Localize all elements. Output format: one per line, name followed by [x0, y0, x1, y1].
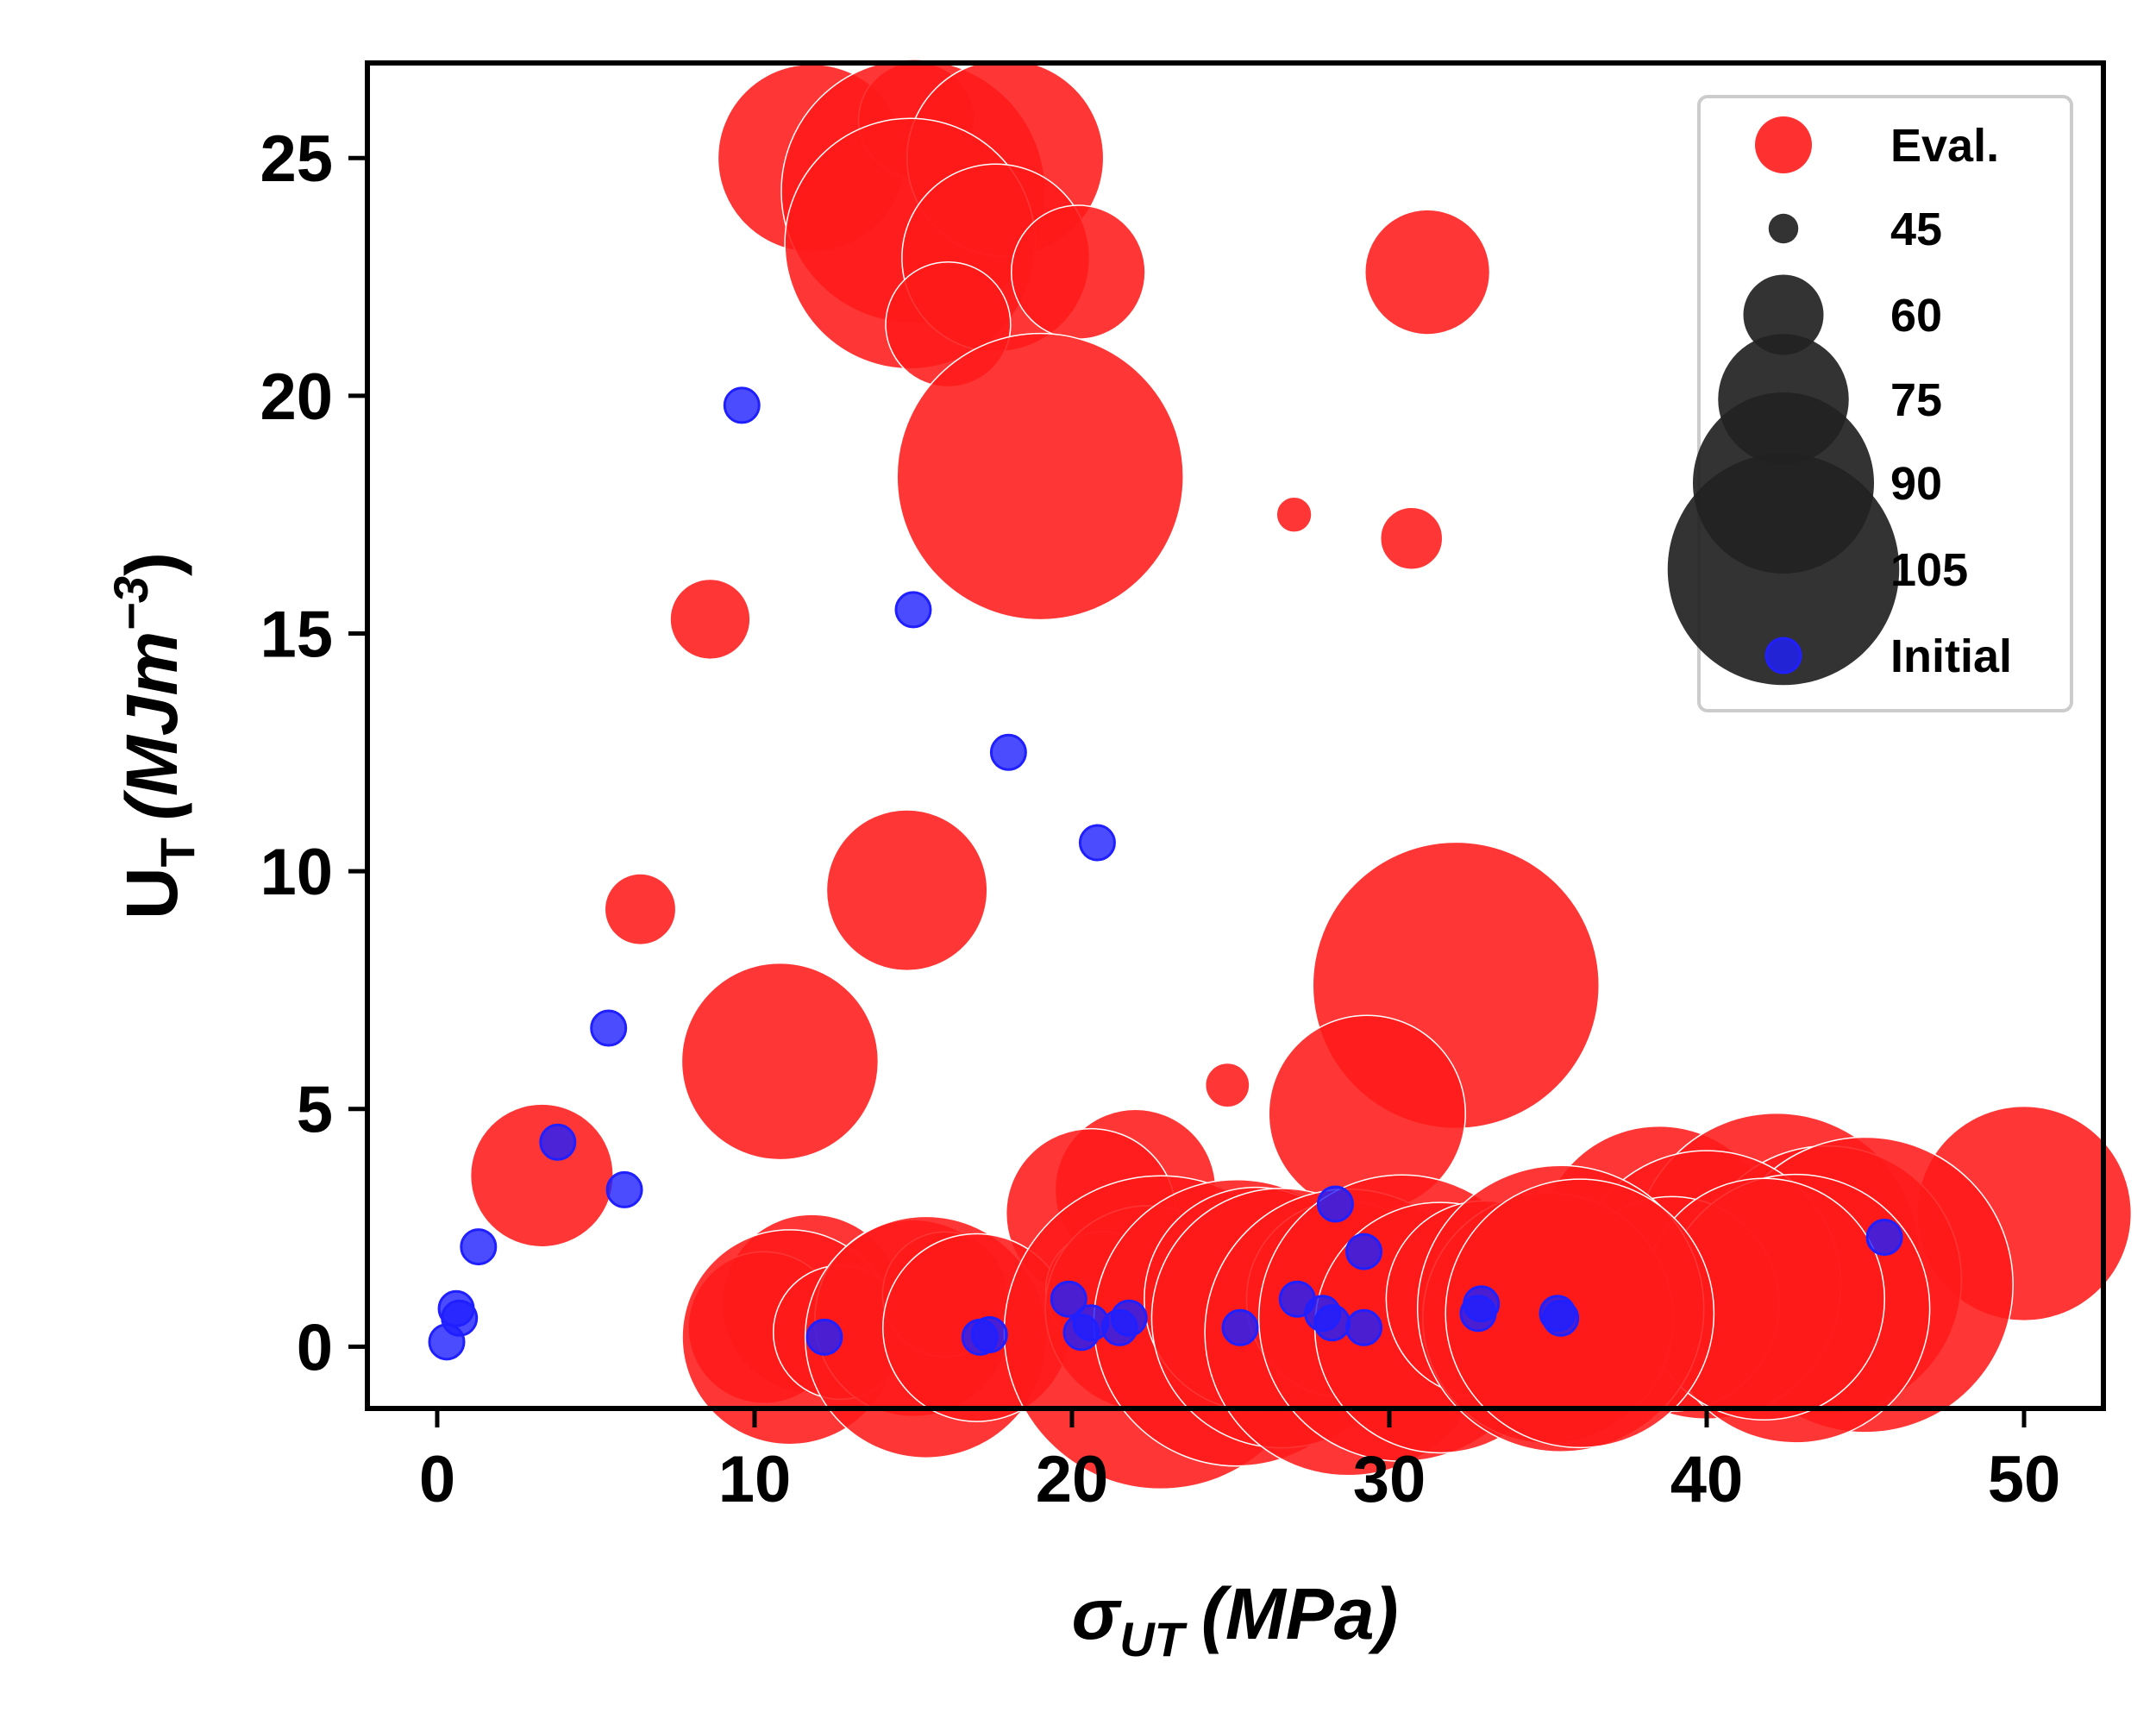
initial-point [805, 1318, 843, 1356]
initial-point [1313, 1304, 1351, 1342]
x-tick-label: 40 [1670, 1443, 1744, 1516]
initial-point [1221, 1308, 1259, 1346]
initial-point [1463, 1285, 1501, 1323]
legend: Eval. 45 60 75 90 105 Initial [1667, 95, 2073, 712]
y-axis-label-close: ) [111, 552, 192, 576]
initial-point [460, 1228, 498, 1266]
eval-point [1204, 1062, 1250, 1108]
y-axis-label-subscript: T [150, 837, 204, 867]
x-tick-label: 20 [1036, 1443, 1109, 1516]
data-layer [428, 59, 2133, 1490]
initial-point [1345, 1233, 1383, 1270]
plot-frame [365, 60, 2106, 1411]
y-tick-label: 25 [260, 122, 333, 196]
y-tick-label: 5 [297, 1074, 333, 1147]
eval-point [1363, 209, 1491, 336]
initial-point [723, 386, 761, 424]
eval-point [825, 809, 988, 972]
eval-point [680, 962, 880, 1161]
initial-point [1078, 824, 1116, 862]
eval-point [1379, 506, 1444, 570]
initial-point [989, 733, 1027, 771]
eval-point [1010, 204, 1146, 340]
legend-items: Eval. 45 60 75 90 105 Initial [1667, 116, 2012, 686]
legend-label: Eval. [1890, 120, 1999, 172]
x-tick-label: 0 [419, 1443, 455, 1516]
legend-marker-initial [1764, 637, 1802, 674]
y-axis-label: UT (MJm−3) [103, 552, 204, 919]
initial-point [1865, 1219, 1903, 1257]
eval-point [1445, 1178, 1715, 1449]
eval-point [469, 1103, 614, 1248]
legend-label: Initial [1890, 630, 2012, 682]
initial-point [1050, 1280, 1087, 1318]
legend-label: 75 [1890, 374, 1942, 426]
x-tick-label: 30 [1353, 1443, 1426, 1516]
initial-point [1542, 1299, 1580, 1337]
legend-label: 90 [1890, 458, 1942, 510]
x-axis-label-subscript: UT [1119, 1612, 1188, 1666]
legend-label: 60 [1890, 290, 1942, 342]
initial-point [428, 1323, 466, 1361]
x-tick-label: 10 [718, 1443, 792, 1516]
legend-marker-eval [1755, 116, 1812, 173]
legend-label: 105 [1890, 544, 1968, 596]
y-axis-label-symbol: U [111, 867, 192, 919]
x-axis-label: σUT (MPa) [1071, 1573, 1398, 1666]
legend-marker-size-45 [1768, 213, 1799, 244]
initial-point [894, 591, 932, 629]
y-axis-label-superscript: −3 [103, 576, 158, 631]
y-axis-ticks: 0 5 10 15 20 25 [260, 122, 367, 1384]
legend-marker-size-60 [1743, 274, 1824, 355]
initial-point [1316, 1185, 1354, 1223]
initial-point [605, 1170, 643, 1208]
y-tick-label: 10 [260, 836, 333, 909]
initial-point [970, 1316, 1008, 1354]
eval-point [896, 332, 1184, 621]
y-tick-label: 15 [260, 598, 333, 671]
y-tick-label: 20 [260, 361, 333, 434]
initial-point [539, 1123, 577, 1161]
legend-label: 45 [1890, 204, 1942, 255]
initial-point [590, 1009, 628, 1047]
x-axis-label-unit: (MPa) [1201, 1573, 1399, 1654]
x-tick-label: 50 [1988, 1443, 2061, 1516]
eval-point [669, 578, 751, 661]
eval-point [1275, 496, 1313, 533]
y-tick-label: 0 [297, 1311, 333, 1384]
x-axis-ticks: 0 10 20 30 40 50 [419, 1408, 2060, 1516]
eval-point [604, 873, 677, 946]
legend-marker-size-105 [1667, 453, 1900, 686]
y-axis-label-unit: (MJm [111, 631, 192, 820]
x-axis-label-symbol: σ [1071, 1573, 1122, 1654]
initial-point [1345, 1308, 1383, 1346]
initial-point [1110, 1299, 1148, 1337]
